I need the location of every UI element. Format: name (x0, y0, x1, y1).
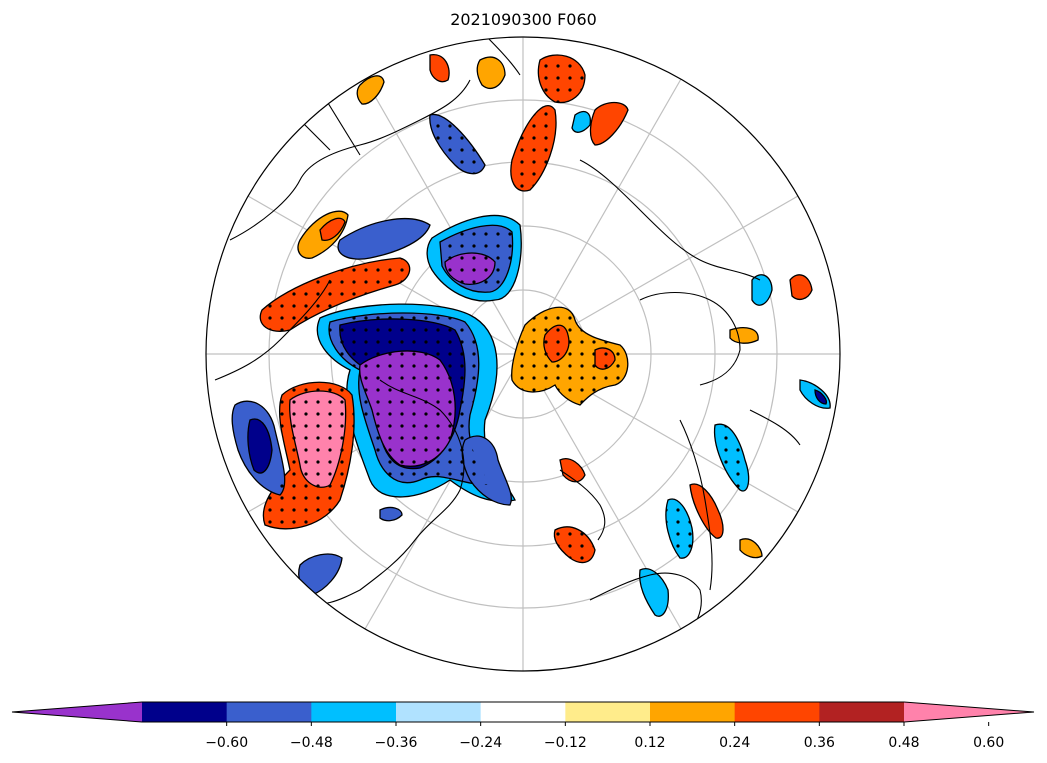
colorbar-extend-min (12, 702, 142, 722)
colorbar-tick-label: 0.48 (888, 735, 919, 751)
colorbar-segment (480, 702, 566, 722)
colorbar-segment (819, 702, 905, 722)
colorbar-tick-label: −0.36 (375, 735, 418, 751)
colorbar-segment (734, 702, 820, 722)
colorbar-extend-max (904, 702, 1034, 722)
colorbar-segment (226, 702, 312, 722)
colorbar-tick-label: −0.48 (290, 735, 333, 751)
colorbar-segment (565, 702, 651, 722)
colorbar-tick-label: −0.24 (459, 735, 502, 751)
colorbar-segment (142, 702, 228, 722)
colorbar-tick-label: −0.12 (544, 735, 587, 751)
colorbar-outline (11, 701, 1035, 723)
significance-stippling (260, 55, 749, 563)
colorbar-tick-label: 0.24 (719, 735, 750, 751)
colorbar-tick-label: 0.60 (973, 735, 1004, 751)
polar-stereographic-map (205, 36, 841, 672)
map-boundary (205, 36, 841, 672)
colorbar-tick-label: 0.36 (804, 735, 835, 751)
colorbar-segment (396, 702, 482, 722)
colorbar-tick-label: 0.12 (634, 735, 665, 751)
colorbar-segment (311, 702, 397, 722)
colorbar-segment (650, 702, 736, 722)
colorbar-tick-label: −0.60 (205, 735, 248, 751)
map-title: 2021090300 F060 (450, 10, 597, 29)
